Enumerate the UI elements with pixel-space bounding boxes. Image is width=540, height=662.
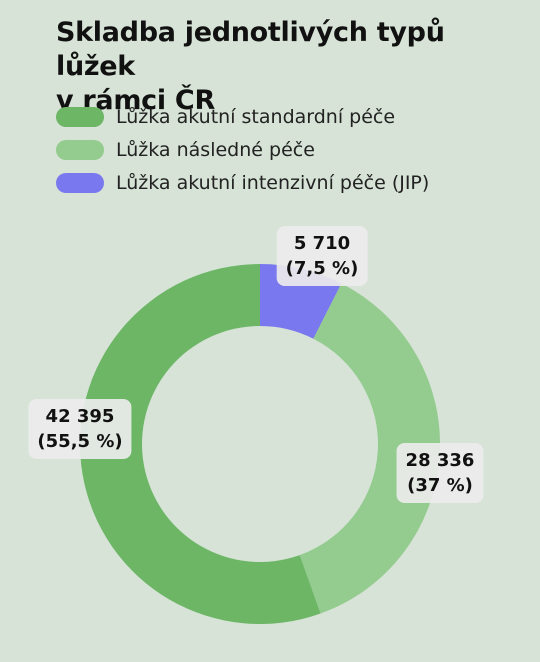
legend-item-standard: Lůžka akutní standardní péče (56, 100, 429, 133)
data-label-jip-percent: (7,5 %) (285, 258, 359, 279)
donut-slice-standard (80, 264, 321, 624)
legend-swatch-nasledna (56, 139, 104, 160)
chart-title-line-1: Skladba jednotlivých typů lůžek (56, 17, 445, 82)
donut-slice-nasledna (299, 283, 440, 614)
legend-label-standard: Lůžka akutní standardní péče (116, 105, 396, 128)
data-label-jip-value: 5 710 (293, 233, 351, 254)
legend-label-nasledna: Lůžka následné péče (116, 138, 315, 161)
data-label-standard: 42 395 (55,5 %) (28, 399, 132, 459)
legend-item-nasledna: Lůžka následné péče (56, 133, 429, 166)
data-label-nasledna-percent: (37 %) (407, 475, 473, 496)
data-label-standard-value: 42 395 (45, 406, 115, 427)
legend-swatch-jip (56, 172, 104, 193)
legend-label-jip: Lůžka akutní intenzivní péče (JIP) (116, 171, 430, 194)
data-label-jip: 5 710 (7,5 %) (276, 226, 368, 286)
legend: Lůžka akutní standardní péče Lůžka násle… (56, 100, 429, 199)
legend-swatch-standard (56, 106, 104, 127)
data-label-nasledna: 28 336 (37 %) (396, 443, 484, 503)
legend-item-jip: Lůžka akutní intenzivní péče (JIP) (56, 166, 429, 199)
chart-title: Skladba jednotlivých typů lůžek v rámci … (56, 16, 516, 118)
data-label-nasledna-value: 28 336 (405, 450, 475, 471)
data-label-standard-percent: (55,5 %) (37, 431, 123, 452)
